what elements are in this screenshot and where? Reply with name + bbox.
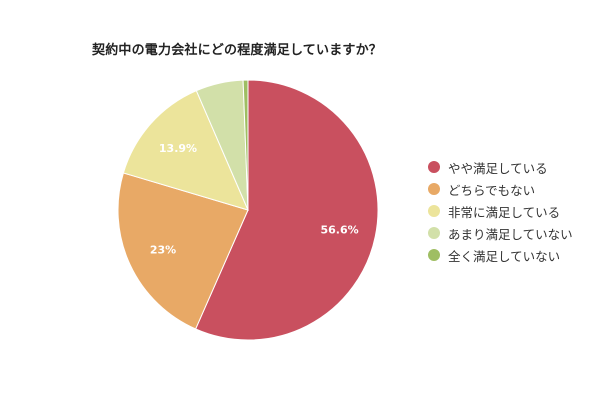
legend-label: 全く満足していない	[448, 248, 561, 264]
legend-label: あまり満足していない	[448, 226, 573, 242]
legend-swatch-icon	[428, 227, 440, 239]
legend-swatch-icon	[428, 205, 440, 217]
legend-label: やや満足している	[448, 160, 548, 176]
legend-item[interactable]: どちらでもない	[428, 178, 573, 200]
pie-slices	[117, 79, 379, 341]
legend-swatch-icon	[428, 183, 440, 195]
legend-label: どちらでもない	[448, 182, 536, 198]
legend-item[interactable]: やや満足している	[428, 156, 573, 178]
pie-labels: 56.6% 23% 13.9%	[150, 142, 359, 256]
legend-item[interactable]: 全く満足していない	[428, 244, 573, 266]
legend: やや満足している どちらでもない 非常に満足している あまり満足していない 全く…	[428, 156, 573, 266]
slice-data-label: 56.6%	[321, 223, 359, 236]
pie-slice[interactable]	[117, 172, 249, 330]
legend-label: 非常に満足している	[448, 204, 561, 220]
legend-item[interactable]: 非常に満足している	[428, 200, 573, 222]
pie-slice[interactable]	[194, 79, 379, 341]
slice-data-label: 13.9%	[159, 142, 197, 155]
chart-title: 契約中の電力会社にどの程度満足していますか？	[92, 43, 383, 58]
pie-slice[interactable]	[242, 79, 249, 211]
legend-swatch-icon	[428, 249, 440, 261]
legend-item[interactable]: あまり満足していない	[428, 222, 573, 244]
pie-slice[interactable]	[122, 90, 249, 211]
slice-data-label: 23%	[150, 243, 176, 256]
legend-swatch-icon	[428, 161, 440, 173]
